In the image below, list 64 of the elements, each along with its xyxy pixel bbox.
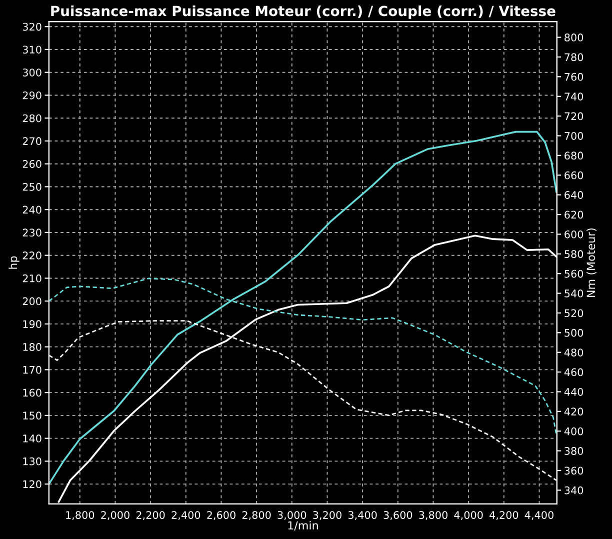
y-tick-label: 230 <box>22 228 42 237</box>
y2-tick-label: 520 <box>564 309 584 318</box>
y-tick-label: 180 <box>23 343 42 351</box>
y2-tick-label: 380 <box>564 447 584 455</box>
y-tick-label: 150 <box>23 412 42 420</box>
x-tick-label: 4,200 <box>490 511 518 520</box>
x-tick-label: 4,000 <box>454 511 483 520</box>
x-tick-label: 3,200 <box>313 511 342 520</box>
y-tick-label: 280 <box>22 114 42 122</box>
y2-tick-label: 500 <box>564 328 584 337</box>
x-tick-label: 3,000 <box>278 511 306 520</box>
y-tick-label: 160 <box>23 388 42 397</box>
y2-tick-label: 580 <box>564 250 584 258</box>
y2-tick-label: 340 <box>564 486 584 494</box>
x-tick-label: 4,400 <box>524 511 554 520</box>
chart-title: Puissance-max Puissance Moteur (corr.) / Couple (corr.) / Vitesse <box>51 5 556 19</box>
y2-tick-label: 400 <box>564 427 584 436</box>
y2-tick-label: 480 <box>564 348 584 356</box>
x-tick-label: 3,600 <box>384 511 412 520</box>
y-tick-label: 210 <box>22 274 42 282</box>
y-tick-label: 140 <box>23 434 42 442</box>
y2-tick-label: 460 <box>564 368 584 376</box>
x-tick-label: 2,200 <box>136 511 165 520</box>
y-tick-label: 240 <box>22 206 42 214</box>
line-series <box>48 130 557 485</box>
y-tick-label: 320 <box>22 22 42 31</box>
y-tick-label: 120 <box>23 480 42 488</box>
y2-tick-label: 800 <box>564 34 584 42</box>
y2-tick-label: 420 <box>564 408 584 416</box>
y2-tick-label: 760 <box>564 72 584 81</box>
y-tick-label: 300 <box>22 68 42 76</box>
y-tick-label: 220 <box>22 252 42 260</box>
y-axis-title: hp <box>8 256 20 269</box>
x-tick-label: 2,000 <box>101 511 130 520</box>
y-tick-label: 290 <box>22 91 42 100</box>
y2-tick-label: 440 <box>564 388 584 396</box>
y2-tick-label: 620 <box>564 210 584 219</box>
y-tick-label: 260 <box>22 160 42 168</box>
y2-tick-label: 680 <box>564 152 584 160</box>
y2-tick-label: 780 <box>564 53 584 62</box>
x-tick-label: 2,800 <box>242 511 271 520</box>
y-tick-label: 130 <box>23 457 42 466</box>
y2-tick-label: 640 <box>564 191 584 199</box>
y-tick-label: 170 <box>23 366 42 374</box>
y-tick-label: 190 <box>23 320 42 328</box>
x-tick-label: 2,600 <box>207 511 236 520</box>
x-tick-label: 3,800 <box>419 511 448 520</box>
y-tick-label: 200 <box>22 297 42 306</box>
y-tick-label: 310 <box>22 46 42 54</box>
y2-tick-label: 600 <box>564 230 584 238</box>
x-tick-label: 1,800 <box>66 511 94 520</box>
y2-tick-label: 660 <box>564 171 584 180</box>
y2-tick-label: 700 <box>564 132 584 140</box>
x-tick-label: 2,400 <box>172 511 200 520</box>
y2-tick-label: 560 <box>564 270 584 278</box>
y2-tick-label: 720 <box>564 112 584 120</box>
y2-axis-title: Nm (Moteur) <box>586 228 596 297</box>
y2-tick-label: 540 <box>564 290 584 298</box>
y-tick-label: 250 <box>22 182 42 191</box>
y2-tick-label: 360 <box>564 466 584 475</box>
x-tick-label: 3,400 <box>348 511 377 520</box>
y-tick-label: 270 <box>22 137 42 146</box>
y2-tick-label: 740 <box>564 92 584 100</box>
x-axis-title: 1/min <box>288 520 318 530</box>
